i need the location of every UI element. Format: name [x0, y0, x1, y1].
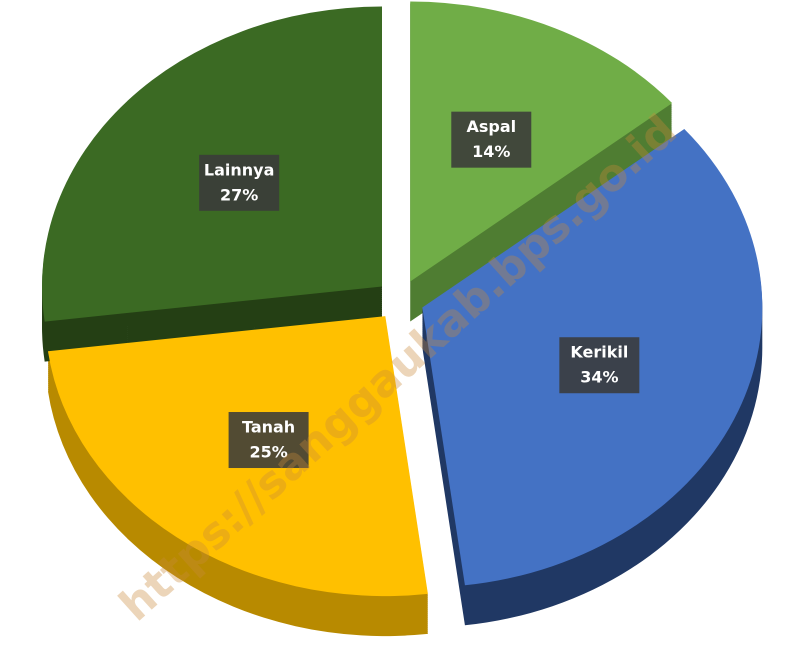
data-label-category: Tanah [242, 418, 295, 437]
data-label-box [199, 154, 280, 211]
data-labels: Aspal 14% Kerikil 34% Tanah 25% Lainnya 27% [199, 111, 640, 469]
data-label-category: Lainnya [204, 160, 274, 179]
data-label-value: 25% [249, 443, 287, 462]
data-label-category: Kerikil [570, 343, 628, 362]
data-label-box [559, 337, 640, 394]
pie-slice [410, 1, 673, 282]
data-label-box [228, 412, 309, 469]
data-label-value: 27% [220, 185, 258, 204]
data-label-value: 14% [472, 142, 510, 161]
data-label-category: Aspal [466, 117, 516, 136]
data-label-value: 34% [580, 368, 618, 387]
data-label-box [451, 111, 532, 168]
pie-tops [41, 1, 763, 597]
